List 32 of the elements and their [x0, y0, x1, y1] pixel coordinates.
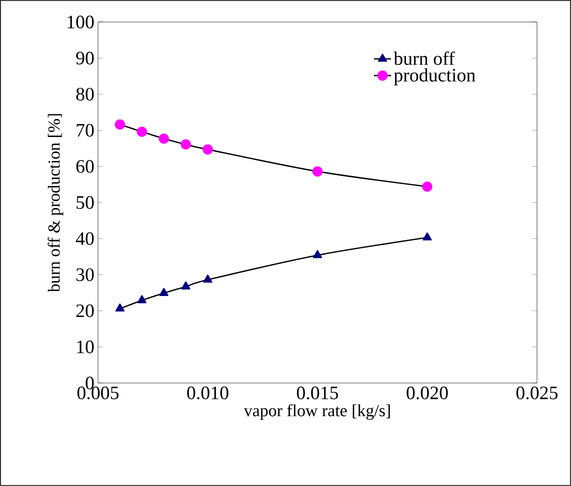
y-tick-label: 40 — [76, 232, 94, 245]
point — [181, 281, 190, 290]
point — [422, 181, 432, 192]
point — [202, 144, 213, 155]
y-tick-label: 90 — [76, 52, 94, 64]
point — [158, 133, 169, 144]
x-tick-label: 0.020 — [406, 386, 448, 400]
y-tick-label: 20 — [76, 304, 94, 318]
point — [180, 139, 191, 150]
y-tick-label: 70 — [76, 124, 94, 137]
point — [422, 232, 432, 240]
point — [203, 274, 212, 283]
y-tick-label: 60 — [76, 160, 94, 173]
y-tick-label: 10 — [77, 340, 94, 354]
point — [159, 288, 168, 296]
point — [115, 303, 124, 312]
y-tick-label: 100 — [68, 16, 94, 28]
x-tick-label: 0.010 — [187, 386, 228, 400]
y-tick-label: 80 — [76, 88, 94, 101]
x-axis-title: vapor flow rate [kg/s] — [244, 404, 390, 420]
x-tick-label: 0.025 — [516, 386, 558, 400]
legend-label: burn off — [394, 51, 455, 65]
x-tick-label: 0.015 — [296, 386, 338, 400]
y-tick-label: 50 — [76, 196, 94, 209]
y-tick-label: 30 — [76, 268, 94, 282]
point — [312, 166, 323, 177]
point — [137, 295, 146, 304]
point — [114, 119, 126, 130]
legend-label: production — [394, 68, 476, 86]
point — [136, 126, 148, 137]
point — [312, 250, 322, 258]
y-axis-title: burn off & production [%] — [48, 114, 64, 292]
